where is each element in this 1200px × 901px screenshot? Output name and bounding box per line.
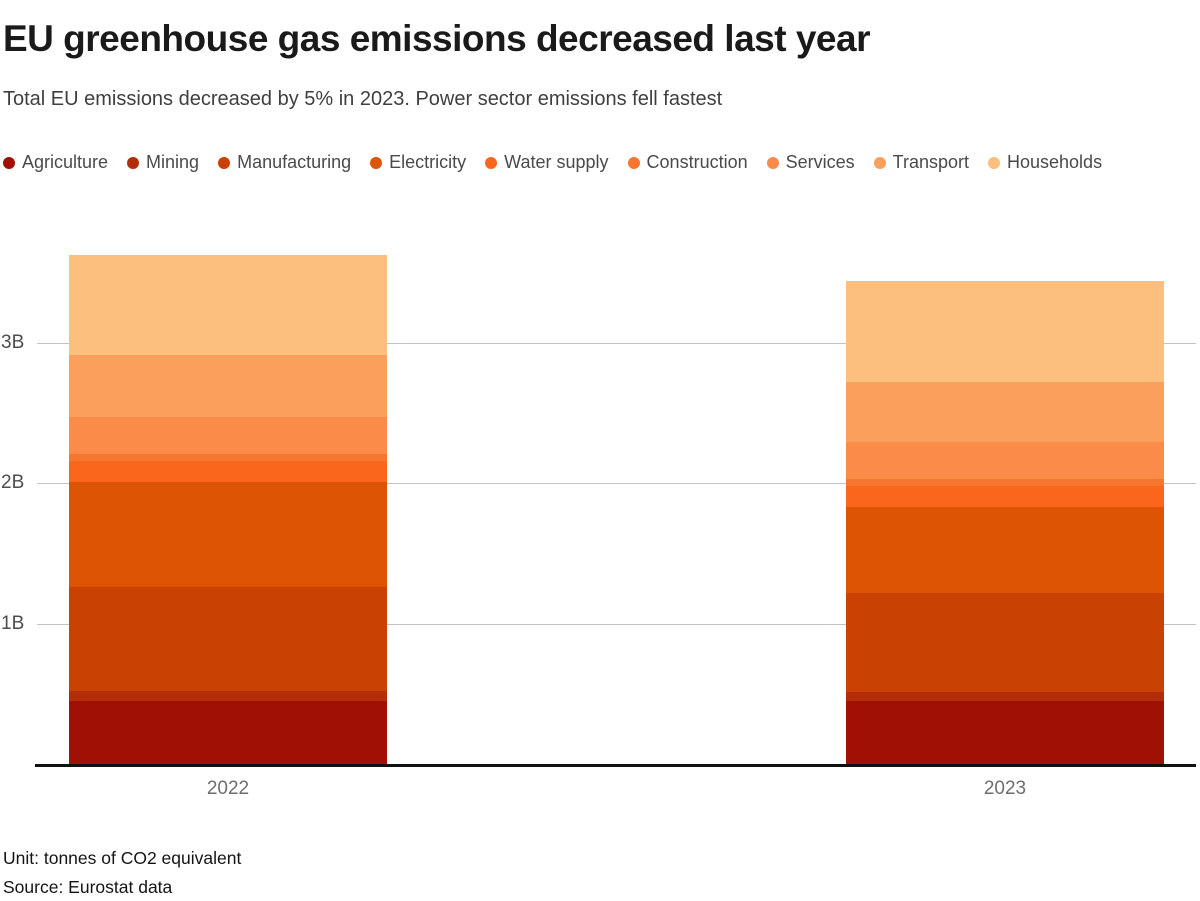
bar-segment-mining-2022	[69, 690, 387, 701]
plot-area: 1B 2B 3B 2022 2023	[0, 220, 1200, 810]
legend-label: Manufacturing	[237, 152, 352, 172]
bar-segment-households-2022	[69, 255, 387, 356]
y-tick-label-2B: 2B	[1, 472, 25, 493]
legend-label: Households	[1007, 152, 1103, 172]
x-tick-label-2022: 2022	[206, 778, 250, 799]
legend-item-construction: Construction	[627, 152, 748, 173]
bar-segment-households-2023	[846, 280, 1164, 382]
bar-segment-water-supply-2022	[69, 460, 387, 482]
legend-item-transport: Transport	[873, 152, 969, 173]
chart-subtitle: Total EU emissions decreased by 5% in 20…	[3, 88, 723, 110]
bar-segment-construction-2023	[846, 478, 1164, 486]
legend-label: Services	[785, 152, 855, 172]
x-tick-label-2023: 2023	[983, 778, 1027, 799]
bar-segment-transport-2022	[69, 355, 387, 418]
legend-label: Electricity	[389, 152, 467, 172]
bar-segment-electricity-2022	[69, 481, 387, 587]
legend-item-manufacturing: Manufacturing	[218, 152, 351, 173]
legend-dot-icon	[127, 156, 140, 169]
y-tick-label-3B: 3B	[1, 331, 25, 353]
x-axis-line	[35, 764, 1196, 767]
bar-segment-electricity-2023	[846, 506, 1164, 593]
legend-item-agriculture: Agriculture	[3, 152, 108, 173]
legend-item-mining: Mining	[127, 152, 199, 173]
legend-dot-icon	[3, 156, 15, 169]
legend-item-water-supply: Water supply	[485, 152, 609, 173]
bar-segment-transport-2023	[846, 381, 1164, 443]
legend-item-electricity: Electricity	[370, 152, 466, 173]
legend-dot-icon	[766, 156, 779, 169]
legend-dot-icon	[218, 156, 231, 169]
legend-dot-icon	[485, 156, 498, 169]
gridline-3B	[37, 342, 1196, 344]
bar-segment-services-2023	[846, 442, 1164, 479]
source-note: Source: Eurostat data	[3, 877, 173, 897]
bar-segment-agriculture-2023	[846, 700, 1164, 764]
chart-title: EU greenhouse gas emissions decreased la…	[3, 18, 870, 59]
bar-segment-manufacturing-2022	[69, 586, 387, 691]
footer: Unit: tonnes of CO2 equivalent Source: E…	[3, 844, 241, 901]
bar-segment-construction-2022	[69, 453, 387, 461]
unit-note: Unit: tonnes of CO2 equivalent	[3, 848, 242, 868]
legend-item-services: Services	[766, 152, 855, 173]
bar-segment-water-supply-2023	[846, 485, 1164, 507]
legend-dot-icon	[370, 156, 383, 169]
legend-label: Mining	[146, 152, 200, 172]
legend-label: Agriculture	[22, 152, 109, 172]
bar-segment-services-2022	[69, 417, 387, 454]
legend-label: Water supply	[504, 152, 609, 172]
legend-label: Transport	[892, 152, 969, 172]
legend-item-households: Households	[988, 152, 1102, 173]
bar-segment-mining-2023	[846, 692, 1164, 701]
bar-segment-manufacturing-2023	[846, 592, 1164, 693]
bar-segment-agriculture-2022	[69, 700, 387, 764]
legend-dot-icon	[627, 156, 640, 169]
legend-label: Construction	[646, 152, 748, 172]
legend-dot-icon	[873, 156, 886, 169]
gridline-2B	[37, 483, 1196, 484]
gridline-1B	[37, 623, 1196, 625]
stacked-bar-2023	[846, 280, 1164, 764]
y-tick-label-1B: 1B	[1, 612, 25, 634]
stacked-bar-2022	[69, 255, 387, 764]
legend-dot-icon	[988, 156, 1000, 169]
legend: Agriculture Mining Manufacturing Electricit…	[3, 152, 1143, 173]
